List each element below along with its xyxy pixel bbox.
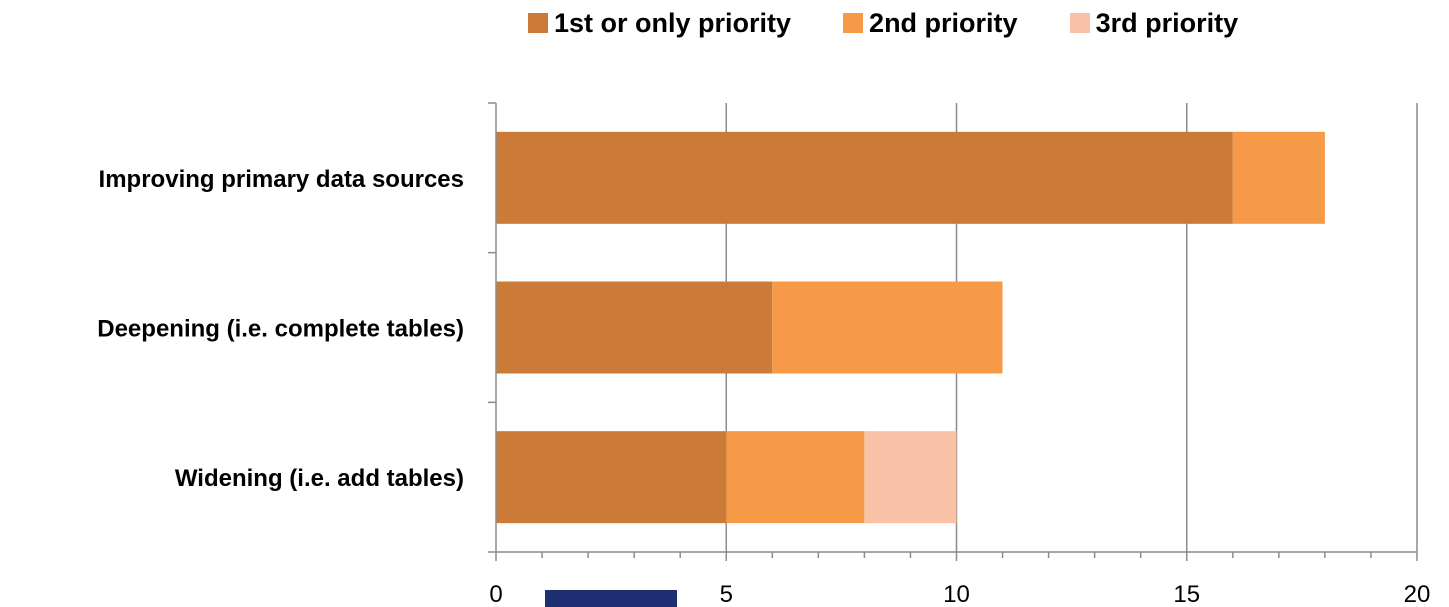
- decorative-navy-block: [545, 590, 677, 607]
- category-label: Improving primary data sources: [99, 166, 464, 193]
- legend-label: 3rd priority: [1095, 7, 1239, 38]
- bar: [772, 281, 1003, 374]
- legend-swatch: [843, 13, 864, 33]
- category-label: Deepening (i.e. complete tables): [97, 316, 464, 343]
- x-tick-label: 10: [943, 581, 970, 607]
- x-tick-label: 5: [720, 581, 733, 607]
- legend-label: 1st or only priority: [554, 7, 792, 38]
- legend-swatch: [1069, 13, 1090, 33]
- bar: [864, 431, 957, 524]
- legend-item: 3rd priority: [1069, 7, 1239, 39]
- legend: 1st or only priority 2nd priority 3rd prio…: [528, 8, 1290, 38]
- legend-item: 1st or only priority: [528, 8, 791, 39]
- category-label: Widening (i.e. add tables): [175, 465, 464, 492]
- legend-label: 2nd priority: [869, 7, 1018, 38]
- bar: [1232, 131, 1325, 224]
- bar: [496, 281, 773, 374]
- x-tick-label: 0: [489, 581, 502, 607]
- bar: [496, 131, 1233, 224]
- legend-item: 2nd priority: [843, 8, 1018, 39]
- x-tick-label: 15: [1173, 581, 1200, 607]
- legend-swatch: [528, 13, 548, 33]
- x-tick-label: 20: [1404, 581, 1431, 607]
- bar: [496, 431, 727, 524]
- bar: [726, 431, 865, 524]
